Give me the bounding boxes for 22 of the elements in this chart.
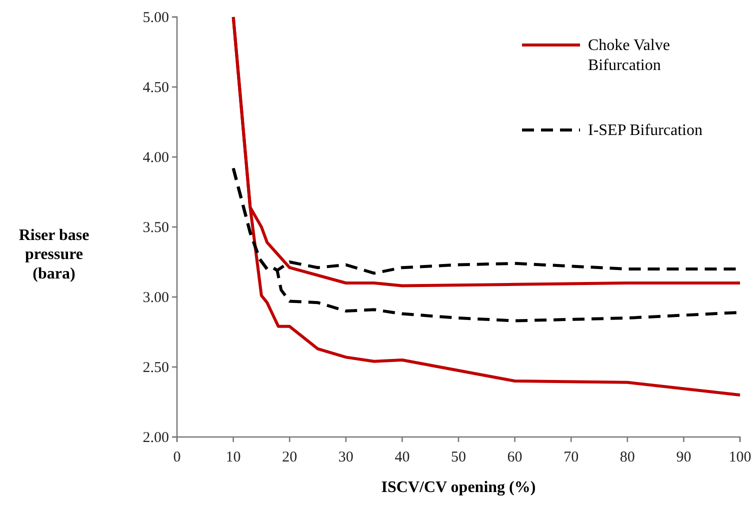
- x-tick-label: 90: [676, 450, 692, 466]
- x-tick-label: 0: [173, 450, 181, 466]
- x-axis-title: ISCV/CV opening (%): [381, 479, 536, 496]
- y-tick-label: 3.50: [142, 220, 169, 236]
- x-tick-label: 40: [394, 450, 410, 466]
- y-tick-label: 4.50: [142, 80, 169, 96]
- y-tick-label: 2.50: [142, 360, 169, 376]
- y-tick-label: 4.00: [142, 150, 169, 166]
- x-tick-label: 50: [451, 450, 466, 466]
- y-tick-label: 5.00: [142, 10, 169, 26]
- legend-label: I-SEP Bifurcation: [588, 122, 702, 139]
- y-tick-label: 3.00: [142, 290, 169, 306]
- x-tick-label: 70: [564, 450, 579, 466]
- x-tick-label: 80: [620, 450, 635, 466]
- x-tick-label: 10: [226, 450, 241, 466]
- y-axis-title: Riser base pressure (bara): [18, 227, 90, 282]
- legend-label: Choke Valve Bifurcation: [588, 37, 670, 74]
- y-tick-label: 2.00: [142, 430, 169, 446]
- x-tick-label: 100: [728, 450, 752, 466]
- x-tick-label: 20: [282, 450, 298, 466]
- x-tick-label: 60: [507, 450, 522, 466]
- x-tick-label: 30: [338, 450, 354, 466]
